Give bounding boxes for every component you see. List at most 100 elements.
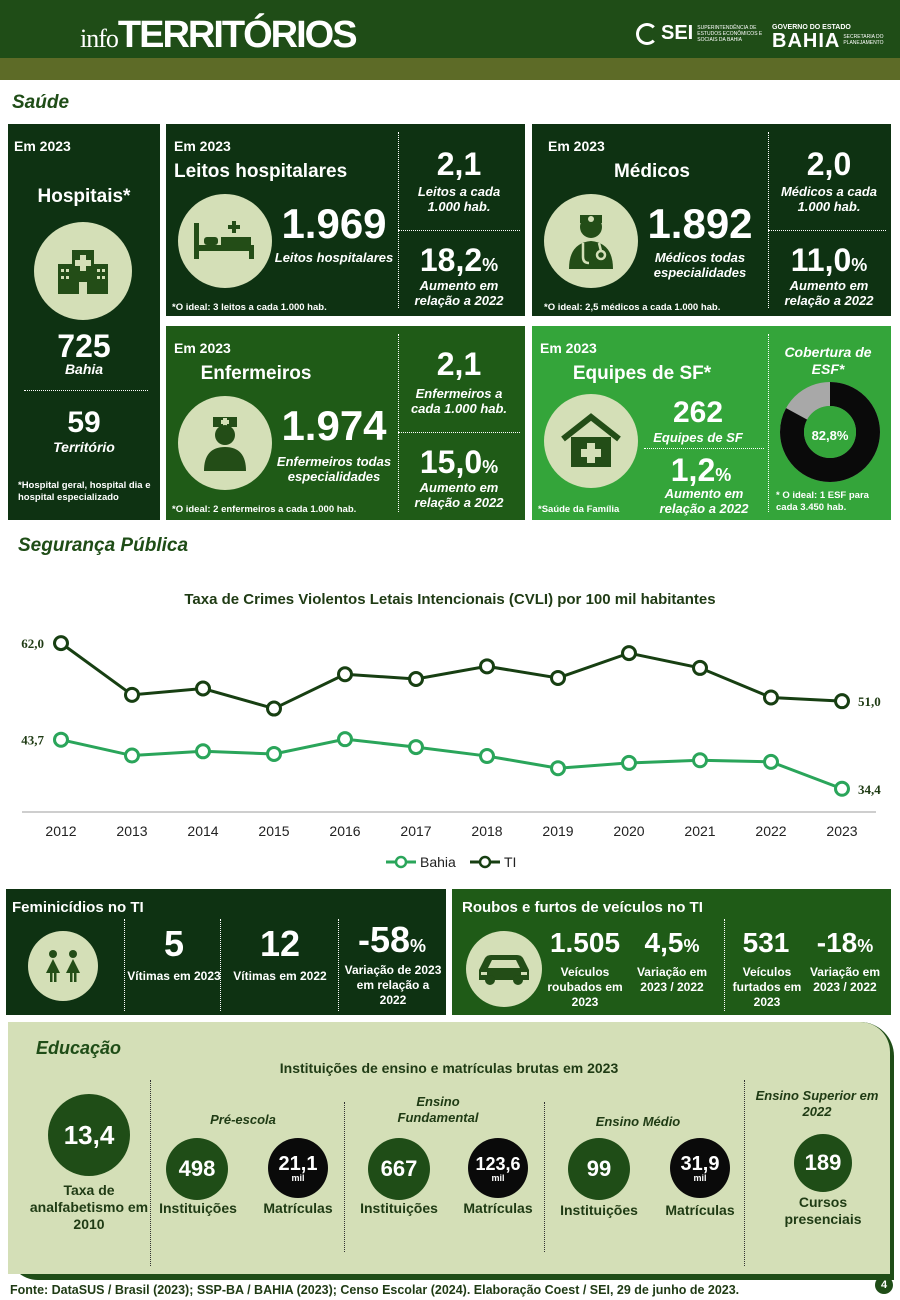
series-line-ti [60,641,843,711]
enfermeiros-growth: 15,0% [402,444,516,481]
divider [220,919,221,1011]
unit: mil [491,1172,505,1183]
feminicidios-2022: 12 [259,923,301,964]
divider [644,448,764,449]
x-tick-label: 2014 [187,823,218,839]
point-ti [479,658,495,675]
sei-logo-sub: Superintendência de Estudos Econômicos e… [697,24,763,43]
gov-big: BAHIA [772,30,841,52]
legend-marker-ti [478,855,492,869]
x-tick-label: 2021 [684,823,715,839]
divider [768,334,769,512]
women-icon [28,931,98,1001]
donut-center [804,406,856,458]
fundamental-inst-circle: 667 [368,1138,430,1200]
card-title: Enfermeiros [200,363,312,384]
gov-top: GOVERNO DO ESTADO [772,24,851,31]
medio-mat-label: Matrículas [665,1202,735,1218]
series-line-bahia [60,737,843,791]
medio-head: Ensino Médio [595,1114,681,1129]
data-label-ti-first: 62,0 [21,636,44,651]
divider [724,919,725,1011]
medio-mat-circle: 31,9 mil [670,1138,730,1198]
unit: % [482,457,499,477]
gov-side: SECRETARIA DO PLANEJAMENTO [843,34,884,46]
cvli-line-chart: 2012 2013 2014 2015 2016 2017 2018 2019 2020 2021… [21,635,881,870]
point-bahia [479,748,495,765]
unit: % [482,255,499,275]
card-leitos: Em 2023 Leitos hospitalares 1.969 Leitos… [166,124,525,316]
education-panel: Educação Instituições de ensino e matríc… [8,1022,890,1274]
divider [398,334,399,512]
year-label: Em 2023 [14,138,71,154]
divider [398,432,520,433]
year-label: Em 2023 [548,138,605,154]
point-ti [408,671,424,687]
doctor-icon [544,194,638,288]
hospitais-note: *Hospital geral, hospital dia e hospital… [18,480,151,503]
point-bahia [124,747,140,764]
feminicidios-var: -58% [340,919,444,961]
x-tick-label: 2018 [471,823,502,839]
point-bahia [763,753,779,770]
equipes-growth-label: Aumento em relação a 2022 [659,486,749,516]
superior-head: Ensino Superior em 2022 [755,1088,879,1119]
point-ti [621,645,637,662]
feminicidios-var-label: Variação de 2023 em relação a 2022 [344,963,442,1007]
superior-circle: 189 [794,1134,852,1192]
enfermeiros-growth-value: 15,0 [419,444,483,480]
analfabetismo-label: Taxa de analfabetismo em 2010 [29,1182,149,1232]
medio-mat: 31,9 [680,1152,720,1175]
pre-escola-head: Pré-escola [210,1112,276,1127]
leitos-rate: 2,1 [436,146,482,182]
point-bahia [408,739,424,756]
medicos-growth: 11,0% [772,242,886,279]
veiculos-furtados-label: Veículos furtados em 2023 [732,965,802,1009]
feminicidios-2023: 5 [163,923,185,964]
hospital-icon [34,222,132,320]
divider [768,132,769,308]
medicos-value-label: Médicos todas especialidades [653,250,747,280]
unit: % [683,936,700,956]
veiculos-furtados: 531 [742,927,790,958]
fundamental-mat: 123,6 [475,1153,521,1174]
coverage-note: * O ideal: 1 ESF para cada 3.450 hab. [776,490,869,513]
x-tick-label: 2023 [826,823,857,839]
pre-escola-mat-circle: 21,1 mil [268,1138,328,1198]
card-enfermeiros: Em 2023 Enfermeiros 1.974 Enfermeiros to… [166,326,525,520]
point-ti [195,680,211,697]
equipes-growth-value: 1,2 [670,452,716,488]
divider [398,132,399,308]
x-tick-label: 2022 [755,823,786,839]
enfermeiros-value: 1.974 [281,402,387,449]
point-ti [834,693,850,710]
divider [24,390,148,391]
card-title: Roubos e furtos de veículos no TI [462,899,703,916]
var-furto-value: -18 [816,927,858,958]
unit: % [715,465,732,485]
card-medicos: Em 2023 Médicos 1.892 Médicos todas espe… [532,124,891,316]
point-bahia [266,745,282,762]
nurse-icon [178,396,272,490]
medicos-growth-value: 11,0 [790,242,852,278]
title-main: TERRITÓRIOS [117,14,358,56]
page-title: info TERRITÓRIOS [80,14,358,57]
divider [744,1080,745,1266]
card-title: Equipes de SF* [572,363,712,384]
point-bahia [550,760,566,777]
veiculos-var-roubo-label: Variação em 2023 / 2022 [636,965,708,994]
card-hospitais: Em 2023 Hospitais* 725 Bahia 59 Territór… [8,124,160,520]
unit: mil [291,1172,305,1183]
education-subtitle: Instituições de ensino e matrículas brut… [279,1060,619,1076]
data-label-bahia-first: 43,7 [21,733,44,748]
header-strip [0,58,900,80]
feminicidios-2022-label: Vítimas em 2022 [233,969,327,983]
x-tick-label: 2015 [258,823,289,839]
pre-escola-mat: 21,1 [278,1152,318,1175]
footer-source: Fonte: DataSUS / Brasil (2023); SSP-BA /… [10,1283,740,1297]
point-bahia [834,780,850,797]
analfabetismo-circle: 13,4 [48,1094,130,1176]
unit: mil [693,1172,707,1183]
page-number: 4 [875,1276,893,1294]
sei-mark-icon [636,22,658,45]
